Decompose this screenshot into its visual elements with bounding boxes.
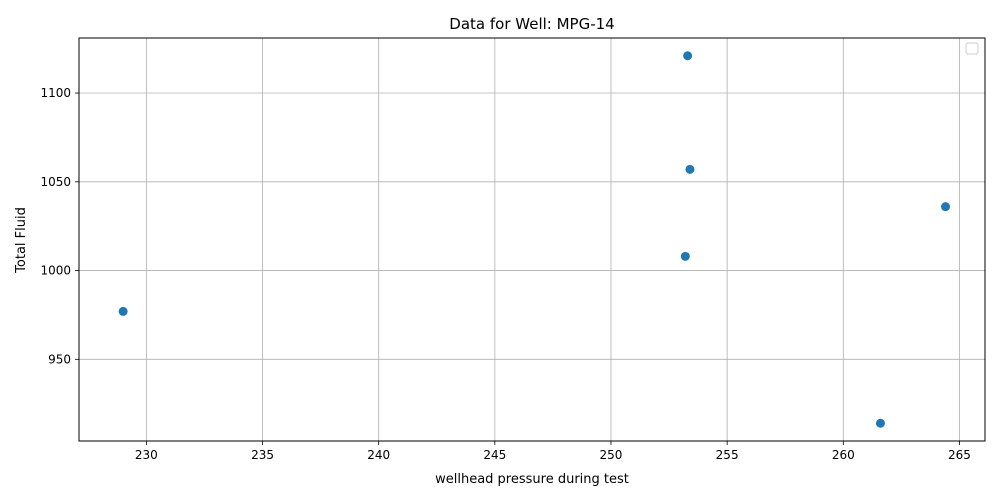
x-tick-label: 235 bbox=[251, 448, 274, 462]
y-axis-label: Total Fluid bbox=[14, 207, 29, 274]
data-points bbox=[118, 51, 951, 428]
grid bbox=[79, 38, 985, 441]
y-tick-label: 1000 bbox=[40, 264, 71, 278]
chart-title: Data for Well: MPG-14 bbox=[449, 15, 614, 33]
y-axis: 950 1000 1050 1100 bbox=[40, 86, 79, 366]
x-tick-label: 240 bbox=[367, 448, 390, 462]
data-point bbox=[118, 306, 128, 316]
y-tick-label: 1050 bbox=[40, 175, 71, 189]
data-point bbox=[875, 418, 885, 428]
x-axis-label: wellhead pressure during test bbox=[435, 472, 629, 487]
data-point bbox=[683, 51, 693, 61]
y-tick-label: 1100 bbox=[40, 86, 71, 100]
x-tick-label: 230 bbox=[135, 448, 158, 462]
data-point bbox=[685, 164, 695, 174]
plot-area-frame bbox=[78, 37, 986, 442]
x-tick-label: 265 bbox=[948, 448, 971, 462]
legend-box bbox=[965, 42, 979, 55]
data-point bbox=[680, 251, 690, 261]
x-tick-label: 255 bbox=[716, 448, 739, 462]
x-tick-label: 260 bbox=[832, 448, 855, 462]
x-tick-label: 245 bbox=[483, 448, 506, 462]
y-tick-label: 950 bbox=[48, 352, 71, 366]
data-point bbox=[941, 202, 951, 212]
x-tick-label: 250 bbox=[600, 448, 623, 462]
x-axis: 230 235 240 245 250 255 260 265 bbox=[135, 441, 971, 462]
